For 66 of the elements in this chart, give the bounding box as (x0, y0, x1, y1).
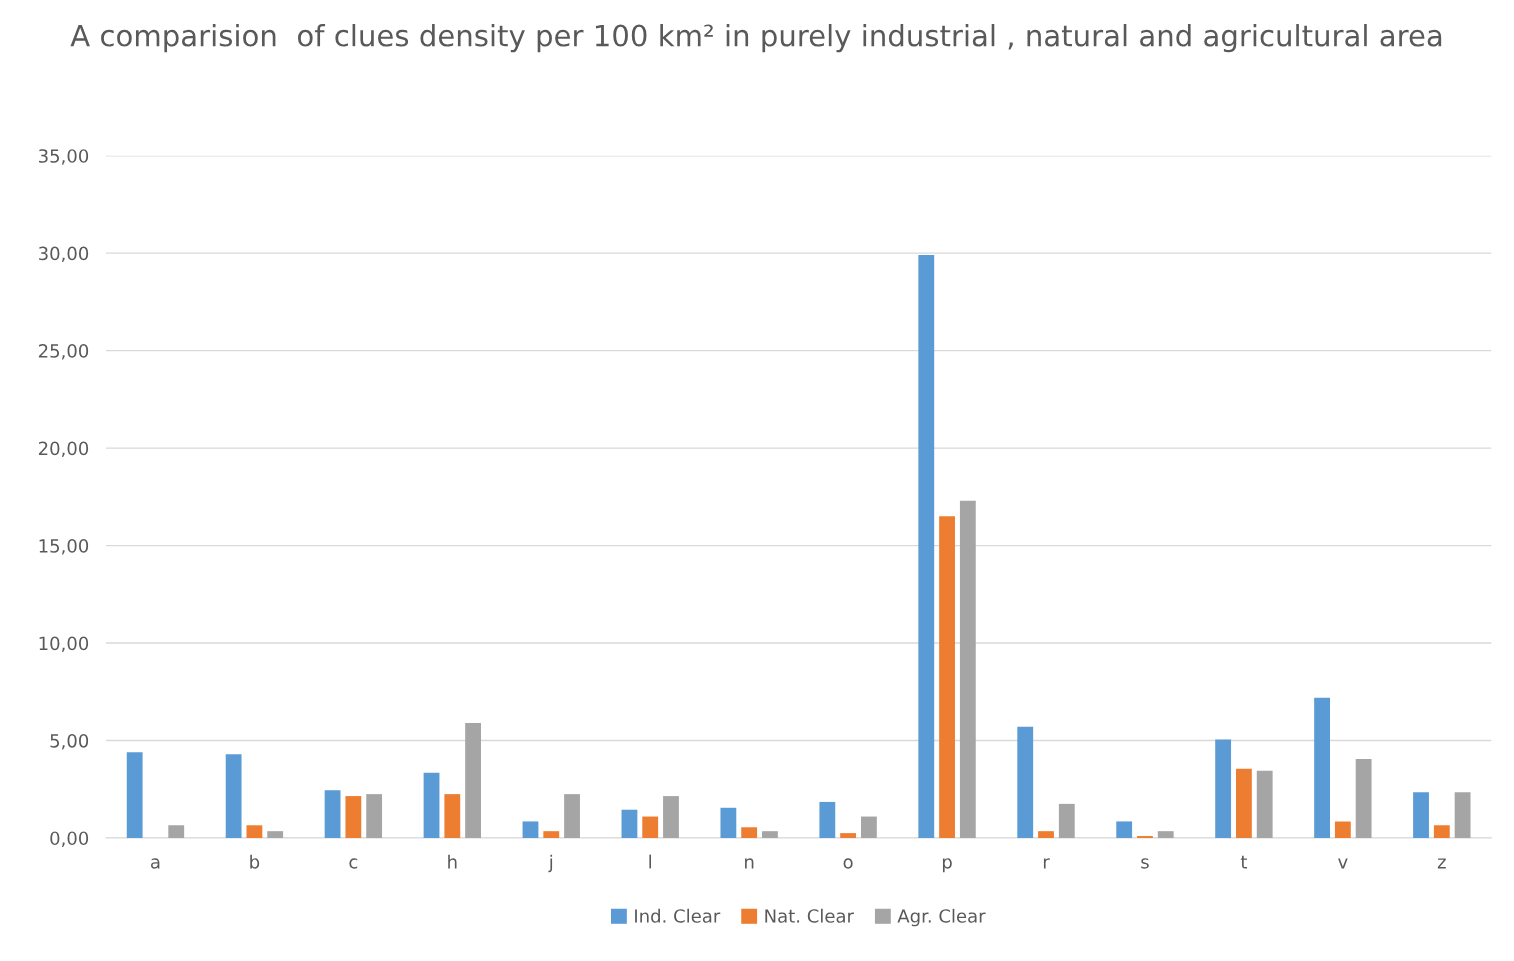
bar (1157, 831, 1174, 838)
bar (720, 807, 737, 838)
bar (543, 831, 560, 838)
bar (225, 754, 242, 838)
x-tick-label: l (649, 854, 652, 869)
x-tick-label: o (843, 858, 853, 869)
bar (1215, 739, 1232, 838)
bar (939, 516, 955, 838)
bar (246, 825, 263, 838)
bar (1116, 821, 1133, 838)
bar (1454, 792, 1471, 838)
bar (1017, 726, 1034, 838)
x-tick-label: c (349, 858, 358, 869)
bar (465, 722, 481, 838)
y-tick-label: 20,00 (38, 441, 89, 458)
y-tick-label: 15,00 (39, 539, 89, 555)
x-tick-label: h (448, 854, 457, 869)
x-tick-label: v (1338, 858, 1348, 869)
bar (1433, 825, 1450, 838)
bar (267, 831, 284, 838)
y-tick-label: 30,00 (39, 246, 89, 263)
bar (366, 794, 383, 838)
legend-label: Ind. Clear (635, 908, 721, 923)
bar (423, 772, 440, 838)
bar (1058, 803, 1075, 838)
bar (860, 816, 877, 838)
bar (819, 801, 836, 838)
bar (522, 821, 539, 838)
x-tick-label: z (1437, 858, 1446, 869)
x-tick-label: p (942, 858, 952, 873)
y-tick-label: 0,00 (50, 831, 89, 847)
y-tick-label: 5,00 (50, 733, 89, 750)
y-tick-label: 25,00 (38, 344, 89, 360)
bar (126, 752, 143, 838)
x-tick-label: s (1141, 858, 1149, 869)
bar (918, 255, 935, 838)
bar (1236, 768, 1252, 838)
bar (663, 796, 679, 838)
bar (168, 825, 185, 838)
bar (621, 809, 638, 838)
x-tick-label: n (745, 858, 754, 869)
bar (444, 794, 461, 838)
bar (1355, 759, 1372, 838)
bar (1334, 821, 1351, 838)
bar (762, 831, 778, 838)
bar (840, 833, 857, 838)
y-tick-label: 35,00 (39, 149, 89, 165)
bar (959, 500, 976, 838)
x-tick-label: r (1043, 858, 1050, 869)
bar (1256, 770, 1273, 838)
x-tick-label: t (1240, 855, 1248, 869)
bar (345, 796, 362, 838)
legend-label: Agr. Clear (897, 908, 986, 927)
chart-title: A comparision of clues density per 100 km² in purely industrial , natural and agricultural area (70, 24, 1442, 53)
bar (564, 794, 580, 838)
bar (1314, 697, 1330, 838)
x-tick-label: a (151, 858, 160, 869)
y-tick-label: 10,00 (39, 636, 89, 653)
legend-label: Nat. Clear (765, 908, 854, 923)
bar (1413, 792, 1429, 838)
x-tick-label: b (250, 854, 260, 869)
bar (741, 827, 758, 838)
bar (642, 816, 659, 838)
x-tick-label: j (548, 854, 553, 873)
bar (1038, 831, 1054, 838)
bar (324, 790, 341, 838)
